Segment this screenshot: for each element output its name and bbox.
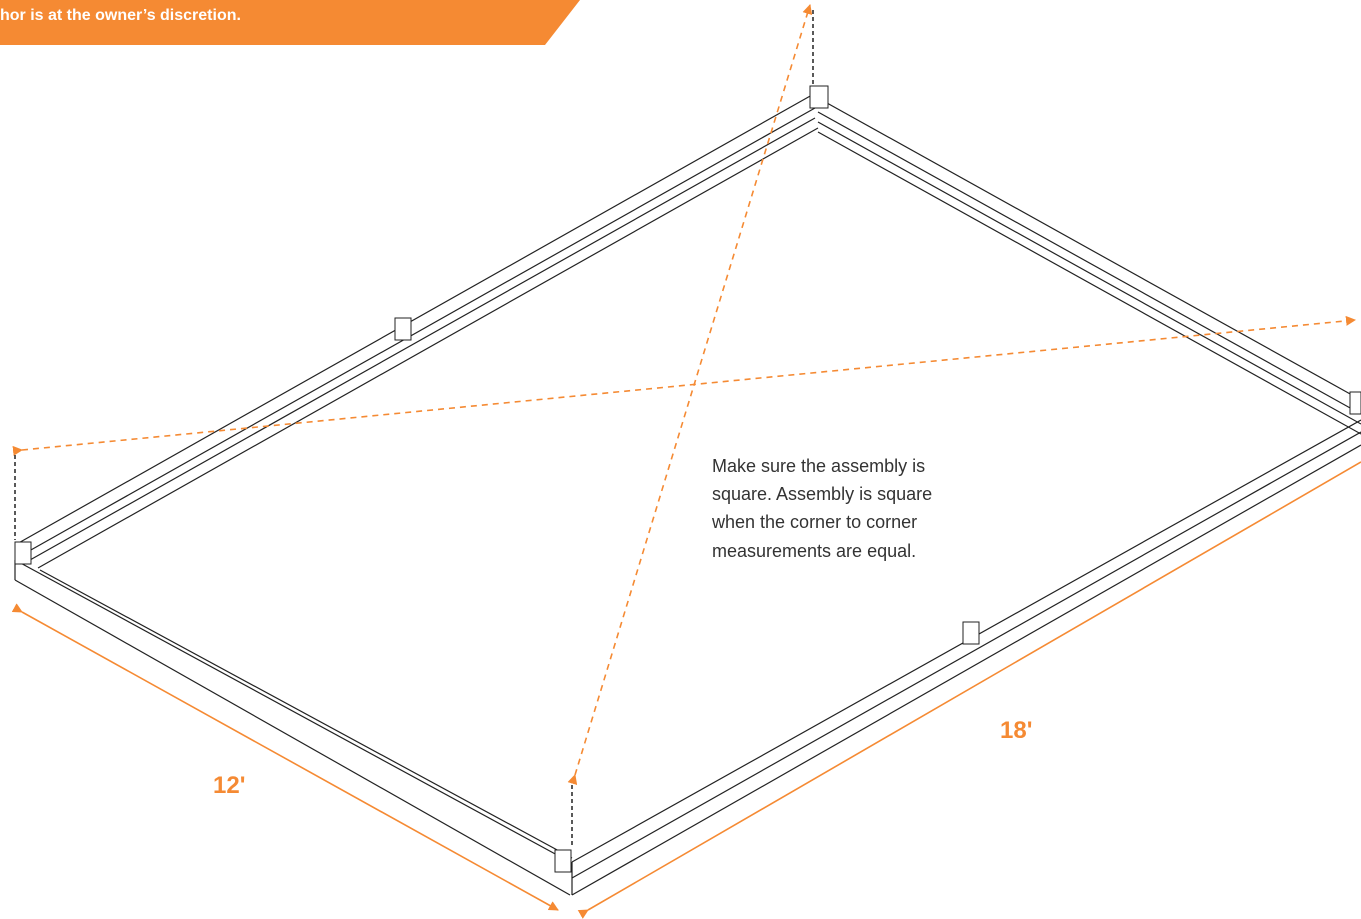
note-line: when the corner to corner bbox=[711, 512, 917, 532]
measurements bbox=[11, 4, 1361, 919]
note-line: measurements are equal. bbox=[712, 541, 916, 561]
length-label: 18' bbox=[1000, 717, 1032, 744]
width-label: 12' bbox=[213, 772, 245, 799]
note-line: square. Assembly is square bbox=[712, 484, 932, 504]
banner-text: hor is at the owner’s discretion. bbox=[0, 7, 241, 24]
banner bbox=[0, 0, 580, 45]
note-line: Make sure the assembly is bbox=[712, 456, 925, 476]
